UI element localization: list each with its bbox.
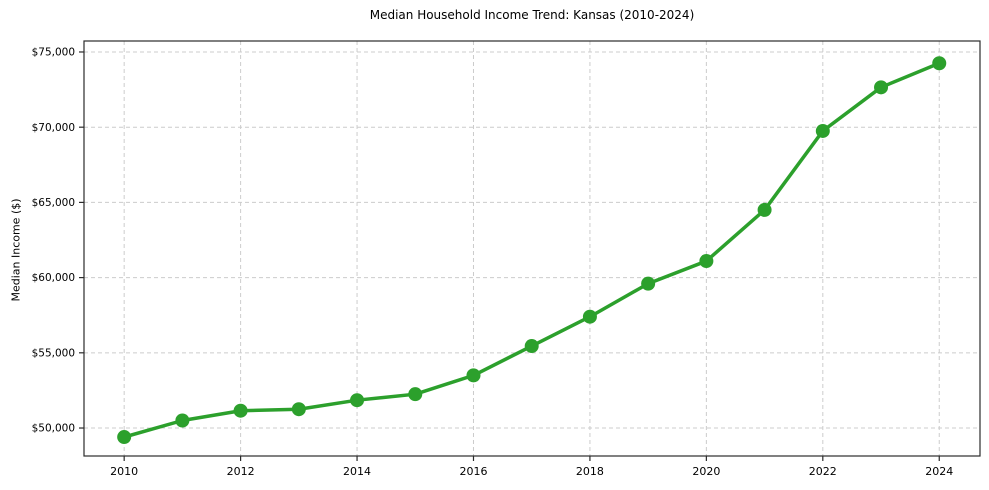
y-tick-label-65000: $65,000 — [32, 197, 75, 209]
data-point-2020 — [699, 254, 714, 269]
x-tick-label-2012: 2012 — [227, 465, 255, 478]
x-tick-label-2010: 2010 — [110, 465, 138, 478]
chart-title: Median Household Income Trend: Kansas (2… — [369, 8, 695, 22]
y-tick-label-55000: $55,000 — [32, 347, 75, 359]
y-tick-label-50000: $50,000 — [32, 423, 75, 435]
data-point-2010 — [117, 430, 132, 445]
x-tick-label-2024: 2024 — [925, 465, 953, 478]
x-tick-label-2020: 2020 — [692, 465, 720, 478]
data-point-2013 — [291, 402, 306, 417]
y-tick-label-60000: $60,000 — [32, 272, 75, 284]
y-axis-label: Median Income ($) — [9, 198, 23, 302]
x-tick-label-2014: 2014 — [343, 465, 371, 478]
data-point-2018 — [582, 309, 597, 324]
x-tick-label-2022: 2022 — [809, 465, 837, 478]
data-point-2017 — [524, 339, 539, 354]
data-point-2014 — [350, 393, 365, 408]
data-point-2016 — [466, 368, 481, 383]
data-point-2022 — [815, 123, 830, 138]
data-point-2024 — [932, 56, 947, 71]
y-tick-label-70000: $70,000 — [32, 122, 75, 134]
income-trend-line — [122, 61, 941, 439]
data-point-2011 — [175, 413, 190, 428]
data-point-2021 — [757, 202, 772, 217]
data-point-2015 — [408, 387, 423, 402]
x-tick-label-2018: 2018 — [576, 465, 604, 478]
data-point-2019 — [641, 276, 656, 291]
data-point-2012 — [233, 403, 248, 418]
y-tick-label-75000: $75,000 — [32, 47, 75, 59]
plot-frame — [83, 40, 981, 457]
x-tick-label-2016: 2016 — [459, 465, 487, 478]
data-point-2023 — [874, 80, 889, 95]
